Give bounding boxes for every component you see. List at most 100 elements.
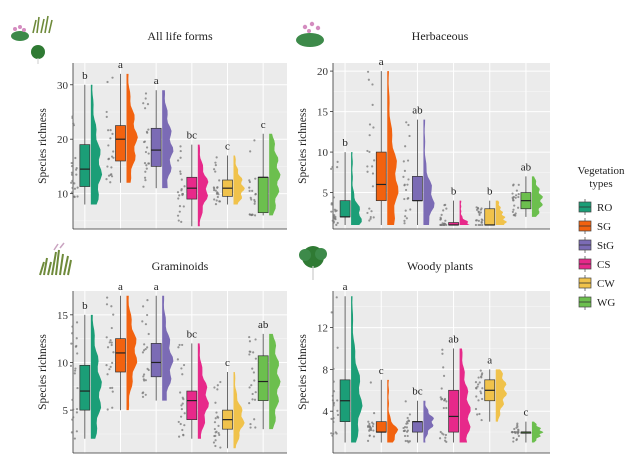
y-tick-label: 15 (57, 310, 69, 322)
data-point (515, 430, 518, 434)
legend: Vegetation types RO SG StG CS CW WG (577, 165, 625, 310)
group-CS: b (439, 186, 470, 227)
data-point (402, 429, 405, 433)
data-point (331, 394, 334, 397)
data-point (332, 420, 335, 424)
data-point (75, 337, 78, 340)
data-point (367, 420, 370, 423)
data-point (517, 434, 520, 438)
data-point (479, 369, 482, 372)
data-point (111, 361, 114, 364)
data-point (248, 402, 251, 405)
y-axis-label: Species richness (37, 334, 49, 410)
data-point (182, 434, 185, 437)
data-point (476, 413, 479, 416)
data-point (515, 194, 518, 197)
data-point (516, 422, 519, 425)
data-point (513, 204, 516, 207)
data-point (143, 379, 146, 382)
significance-letter: c (379, 365, 384, 377)
data-point (109, 129, 112, 132)
data-point (474, 223, 478, 227)
data-point (405, 422, 408, 425)
violin-half (269, 333, 281, 430)
data-point (144, 92, 148, 95)
data-point (142, 349, 146, 352)
data-point (70, 181, 73, 184)
legend-item-CW: CW (578, 275, 615, 291)
panel-graminoids: 5 10 15 Graminoids Species richness b a a bc c ab (37, 259, 287, 454)
data-point (111, 406, 114, 409)
box (412, 421, 423, 433)
data-point (105, 115, 108, 118)
data-point (480, 220, 483, 224)
data-point (512, 199, 515, 202)
data-point (407, 123, 410, 127)
data-point (144, 150, 148, 154)
data-point (74, 156, 77, 160)
data-point (183, 412, 186, 415)
data-point (71, 179, 74, 182)
data-point (145, 167, 148, 170)
data-point (215, 199, 218, 202)
significance-letter: ab (521, 161, 532, 173)
data-point (254, 391, 257, 394)
data-point (477, 223, 480, 227)
data-point (110, 341, 113, 344)
data-point (444, 436, 447, 439)
data-point (74, 345, 77, 348)
data-point (75, 411, 79, 414)
data-point (512, 184, 515, 187)
data-point (330, 167, 333, 170)
data-point (254, 426, 257, 429)
data-point (216, 195, 219, 199)
data-point (406, 159, 410, 162)
data-point (444, 433, 448, 437)
data-point (445, 406, 448, 410)
data-point (368, 422, 371, 426)
data-point (372, 429, 375, 432)
legend-label: CW (597, 278, 615, 290)
box (150, 127, 162, 167)
data-point (366, 439, 370, 442)
data-point (403, 219, 406, 223)
data-point (180, 367, 183, 370)
data-point (76, 186, 79, 189)
data-point (403, 197, 406, 201)
data-point (218, 200, 222, 203)
data-point (73, 187, 77, 190)
data-point (371, 425, 374, 428)
group-WG: c (510, 407, 544, 443)
legend-item-RO: RO (578, 199, 612, 215)
data-point (366, 70, 370, 73)
data-point (251, 367, 254, 370)
data-point (407, 419, 411, 423)
data-point (110, 166, 113, 169)
data-point (404, 439, 407, 443)
legend-item-StG: StG (578, 237, 614, 253)
panel-title: Woody plants (407, 259, 473, 273)
data-point (476, 206, 480, 210)
data-point (73, 195, 76, 199)
data-point (443, 204, 446, 207)
violin-half (162, 295, 174, 401)
data-point (254, 193, 257, 196)
data-point (512, 440, 515, 443)
significance-letter: a (379, 56, 384, 68)
data-point (512, 208, 515, 211)
data-point (249, 422, 252, 426)
data-point (253, 139, 256, 142)
data-point (439, 430, 442, 434)
data-point (180, 415, 183, 418)
group-WG: ab (248, 319, 281, 430)
data-point (444, 222, 447, 226)
data-point (334, 215, 337, 219)
data-point (442, 433, 445, 436)
data-point (405, 121, 408, 124)
data-point (178, 194, 181, 197)
data-point (480, 207, 483, 210)
data-point (180, 404, 183, 407)
data-point (442, 374, 446, 377)
data-point (251, 392, 254, 396)
data-point (366, 165, 369, 168)
